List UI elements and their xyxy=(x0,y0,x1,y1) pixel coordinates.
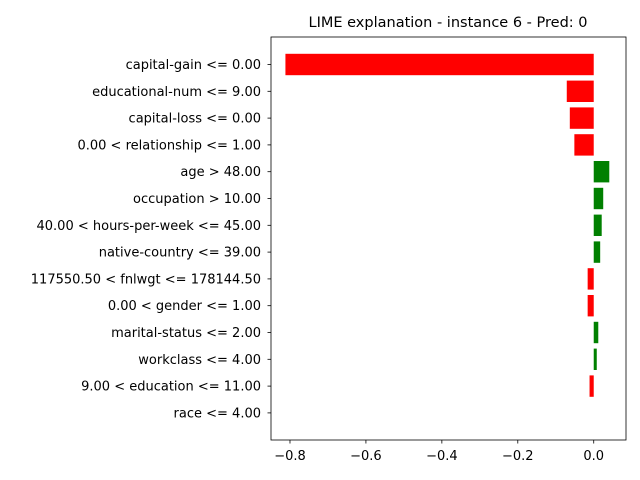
x-tick-label: −0.6 xyxy=(350,449,382,464)
y-tick-label: workclass <= 4.00 xyxy=(138,353,261,368)
y-axis-ticks: capital-gain <= 0.00 educational-num <= 9… xyxy=(31,58,271,421)
axes-frame xyxy=(270,36,627,441)
bar-2 xyxy=(569,107,594,129)
y-tick-label: 0.00 < gender <= 1.00 xyxy=(108,299,261,314)
x-axis-ticks: −0.8 −0.6 −0.4 −0.2 0.0 xyxy=(274,440,604,464)
bar-1 xyxy=(566,80,594,102)
y-tick-label: native-country <= 39.00 xyxy=(99,246,261,261)
bar-11 xyxy=(593,348,597,370)
bar-3 xyxy=(574,134,594,156)
bar-0 xyxy=(285,53,594,76)
bar-5 xyxy=(593,187,604,210)
y-tick-label: 117550.50 < fnlwgt <= 178144.50 xyxy=(31,272,261,287)
bar-10 xyxy=(593,321,599,344)
y-tick-label: marital-status <= 2.00 xyxy=(111,326,261,341)
chart-title: LIME explanation - instance 6 - Pred: 0 xyxy=(309,15,588,31)
bar-4 xyxy=(593,161,610,183)
y-tick-label: age > 48.00 xyxy=(180,165,261,180)
bar-7 xyxy=(593,241,601,263)
y-tick-label: 40.00 < hours-per-week <= 45.00 xyxy=(37,219,262,234)
y-tick-label: occupation > 10.00 xyxy=(133,192,261,207)
y-tick-label: 9.00 < education <= 11.00 xyxy=(81,380,261,395)
bar-6 xyxy=(593,214,602,236)
x-tick-label: 0.0 xyxy=(583,449,604,464)
bar-8 xyxy=(587,268,594,290)
x-tick-label: −0.4 xyxy=(426,449,458,464)
y-tick-label: capital-gain <= 0.00 xyxy=(126,58,261,73)
bar-12 xyxy=(589,375,594,397)
bars-group xyxy=(285,53,610,397)
bar-9 xyxy=(587,295,594,317)
x-tick-label: −0.2 xyxy=(502,449,534,464)
y-tick-label: 0.00 < relationship <= 1.00 xyxy=(77,138,261,153)
x-tick-label: −0.8 xyxy=(274,449,306,464)
y-tick-label: educational-num <= 9.00 xyxy=(92,85,261,100)
y-tick-label: capital-loss <= 0.00 xyxy=(129,112,261,127)
y-tick-label: race <= 4.00 xyxy=(174,406,261,421)
